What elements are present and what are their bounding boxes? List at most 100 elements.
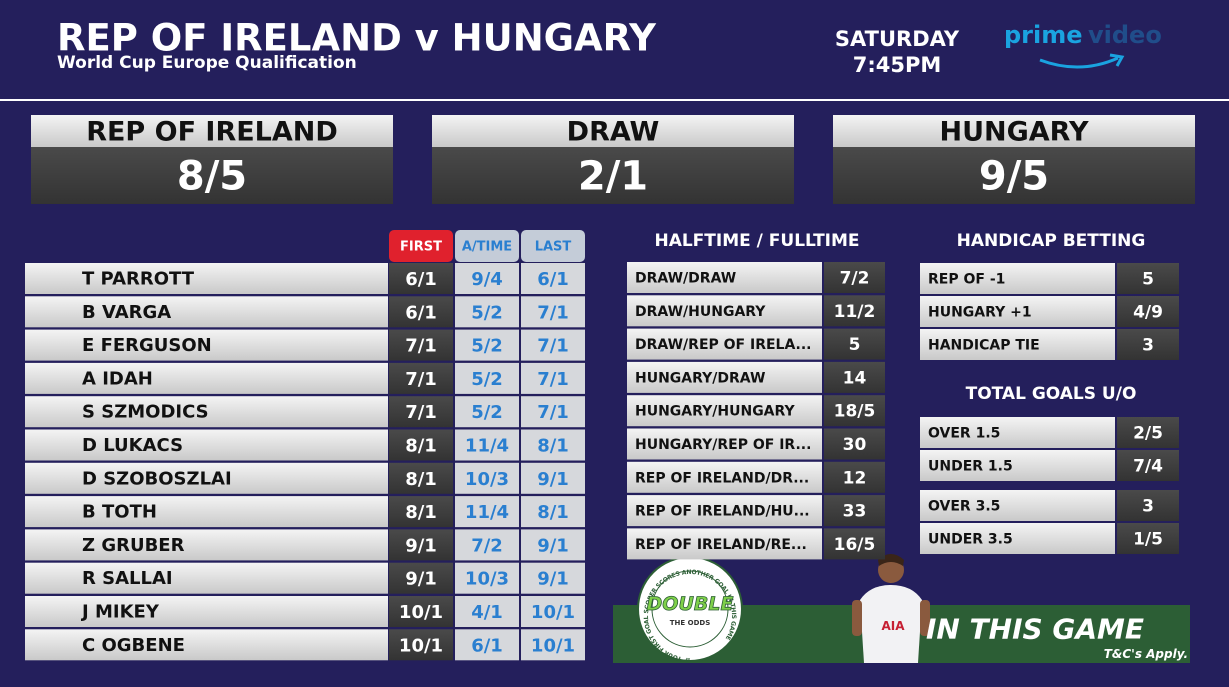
player-name: A IDAH xyxy=(82,368,153,389)
market-name-bg xyxy=(627,262,822,293)
svg-text:AIA: AIA xyxy=(881,619,905,633)
market-name: HUNGARY/REP OF IR... xyxy=(635,437,811,453)
first-odds: 6/1 xyxy=(405,302,437,323)
first-odds-bg xyxy=(389,562,453,594)
anytime-odds: 5/2 xyxy=(471,369,503,390)
market-price: 30 xyxy=(843,435,867,455)
market-name-bg xyxy=(920,490,1115,521)
badge-inner xyxy=(651,570,729,648)
column-tab xyxy=(389,230,453,262)
market-name: DRAW/REP OF IRELA... xyxy=(635,337,812,353)
name-bg xyxy=(25,296,388,328)
player-name: D SZOBOSZLAI xyxy=(82,468,232,489)
market-price: 1/5 xyxy=(1133,530,1163,550)
first-odds: 8/1 xyxy=(405,469,437,490)
name-bg xyxy=(25,396,388,428)
section-title: HALFTIME / FULLTIME xyxy=(654,231,859,251)
last-odds-bg xyxy=(521,263,585,294)
first-odds: 9/1 xyxy=(405,535,437,556)
anytime-odds-bg xyxy=(455,396,519,428)
first-odds-bg xyxy=(389,462,453,494)
player-name: Z GRUBER xyxy=(82,535,185,556)
terms: T&C's Apply. xyxy=(1104,647,1188,661)
market-name-bg xyxy=(920,523,1115,554)
market-name: REP OF -1 xyxy=(928,272,1005,288)
first-odds: 7/1 xyxy=(405,336,437,357)
name-bg xyxy=(25,462,388,494)
market-price-bg xyxy=(824,495,885,527)
badge-top: DOUBLE xyxy=(647,593,734,615)
first-odds-bg xyxy=(389,429,453,461)
logo-word: video xyxy=(1088,21,1162,49)
anytime-odds-bg xyxy=(455,263,519,294)
market-name-bg xyxy=(627,428,822,460)
market-price: 5 xyxy=(1142,270,1154,290)
last-odds-bg xyxy=(521,396,585,428)
anytime-odds-bg xyxy=(455,529,519,561)
anytime-odds: 5/2 xyxy=(471,402,503,423)
anytime-odds-bg xyxy=(455,596,519,627)
anytime-odds: 4/1 xyxy=(471,602,503,623)
anytime-odds: 5/2 xyxy=(471,336,503,357)
name-bg xyxy=(25,529,388,561)
market-price: 14 xyxy=(843,368,867,388)
name-bg xyxy=(25,496,388,528)
anytime-odds-bg xyxy=(455,296,519,328)
subtitle: World Cup Europe Qualification xyxy=(57,53,357,73)
first-odds-bg xyxy=(389,296,453,328)
market-price: 5 xyxy=(849,335,861,355)
market-label: DRAW xyxy=(567,117,660,148)
market-label-bg xyxy=(432,115,794,147)
last-odds: 7/1 xyxy=(537,369,569,390)
last-odds: 7/1 xyxy=(537,302,569,323)
market-price-bg xyxy=(824,528,885,560)
title: REP OF IRELAND v HUNGARY xyxy=(57,17,657,60)
market-name: REP OF IRELAND/DR... xyxy=(635,470,809,486)
player-name: J MIKEY xyxy=(80,602,160,623)
first-odds: 7/1 xyxy=(405,369,437,390)
last-odds: 9/1 xyxy=(537,469,569,490)
market-price: 3 xyxy=(1142,497,1154,517)
market-name-bg xyxy=(920,329,1115,360)
market-price-bg xyxy=(824,295,885,327)
player-name: T PARROTT xyxy=(82,269,195,290)
anytime-odds: 11/4 xyxy=(465,502,509,523)
first-odds: 8/1 xyxy=(405,436,437,457)
last-odds-bg xyxy=(521,429,585,461)
player-name: D LUKACS xyxy=(82,435,183,456)
anytime-odds-bg xyxy=(455,496,519,528)
player-name: S SZMODICS xyxy=(82,402,209,423)
market-name-bg xyxy=(627,495,822,527)
market-price-bg xyxy=(1117,450,1179,481)
prime-logo: prime video xyxy=(1004,21,1162,69)
column-header: A/TIME xyxy=(462,240,512,255)
first-odds-bg xyxy=(389,362,453,394)
last-odds: 9/1 xyxy=(537,569,569,590)
name-bg xyxy=(25,263,388,294)
first-odds: 10/1 xyxy=(399,602,443,623)
anytime-odds-bg xyxy=(455,362,519,394)
first-odds: 6/1 xyxy=(405,269,437,290)
market-name: REP OF IRELAND/RE... xyxy=(635,537,807,553)
market-name: HUNGARY +1 xyxy=(928,305,1032,321)
name-bg xyxy=(25,629,388,661)
market-price-bg xyxy=(824,428,885,460)
last-odds: 10/1 xyxy=(531,602,575,623)
anytime-odds: 6/1 xyxy=(471,635,503,656)
first-odds-bg xyxy=(389,629,453,661)
anytime-odds-bg xyxy=(455,329,519,361)
first-odds-bg xyxy=(389,596,453,627)
first-odds-bg xyxy=(389,263,453,294)
column-tab xyxy=(521,230,585,262)
time: 7:45PM xyxy=(853,53,942,77)
market-price: 4/9 xyxy=(1133,303,1163,323)
market-name-bg xyxy=(627,361,822,393)
market-odds-bg xyxy=(31,147,393,204)
section-title: TOTAL GOALS U/O xyxy=(966,384,1137,404)
market-price: 3 xyxy=(1142,336,1154,356)
market-name-bg xyxy=(627,395,822,427)
last-odds-bg xyxy=(521,629,585,661)
first-odds-bg xyxy=(389,529,453,561)
name-bg xyxy=(25,596,388,627)
